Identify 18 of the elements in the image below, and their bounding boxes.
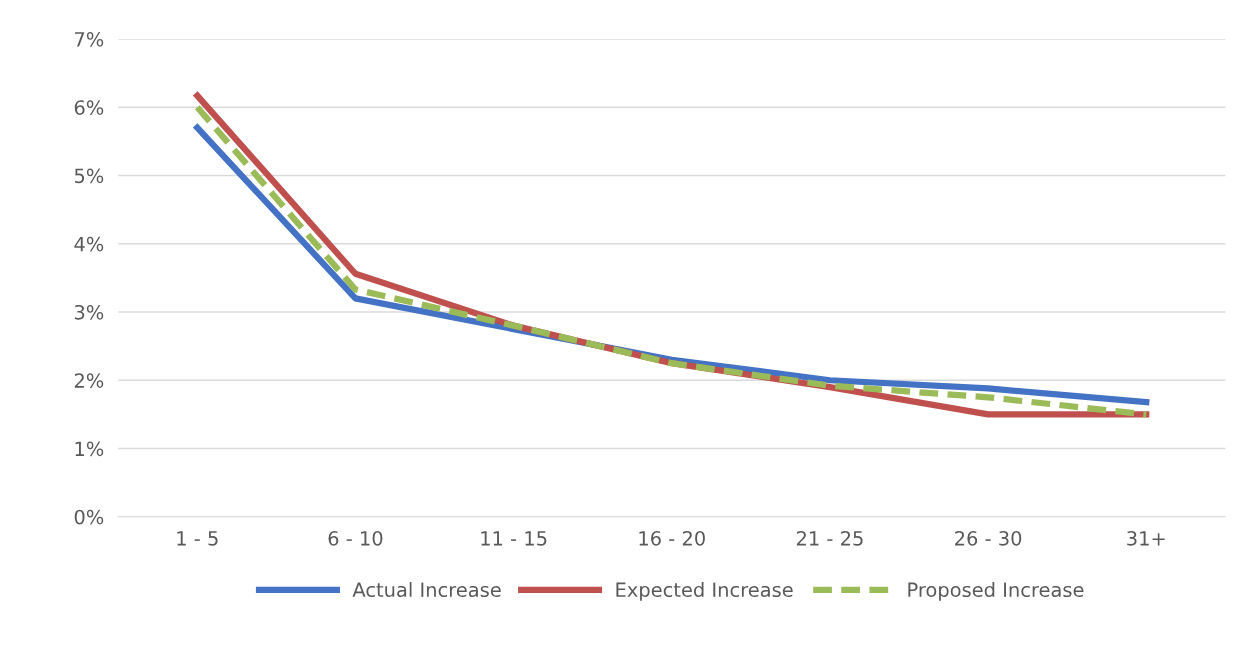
y-tick-label: 7% <box>75 31 104 47</box>
x-tick-label: 1 - 5 <box>177 531 218 546</box>
x-tick-label: 26 - 30 <box>955 530 1022 546</box>
x-tick-label: 31+ <box>1127 530 1165 546</box>
y-tick-label: 2% <box>74 373 104 388</box>
y-tick-label: 0% <box>74 509 104 525</box>
x-tick-label: 11 - 15 <box>481 531 547 546</box>
legend-label: Expected Increase <box>616 582 793 601</box>
y-tick-label: 3% <box>74 304 104 320</box>
y-tick-label: 6% <box>74 100 104 115</box>
x-tick-label: 21 - 25 <box>796 530 863 546</box>
legend-label: Proposed Increase <box>908 582 1084 601</box>
y-tick-label: 5% <box>74 168 104 184</box>
y-tick-label: 1% <box>75 441 104 457</box>
y-tick-label: 4% <box>74 236 104 252</box>
legend-label: Actual Increase <box>352 582 501 598</box>
x-tick-label: 16 - 20 <box>639 530 705 546</box>
x-tick-label: 6 - 10 <box>328 530 383 546</box>
